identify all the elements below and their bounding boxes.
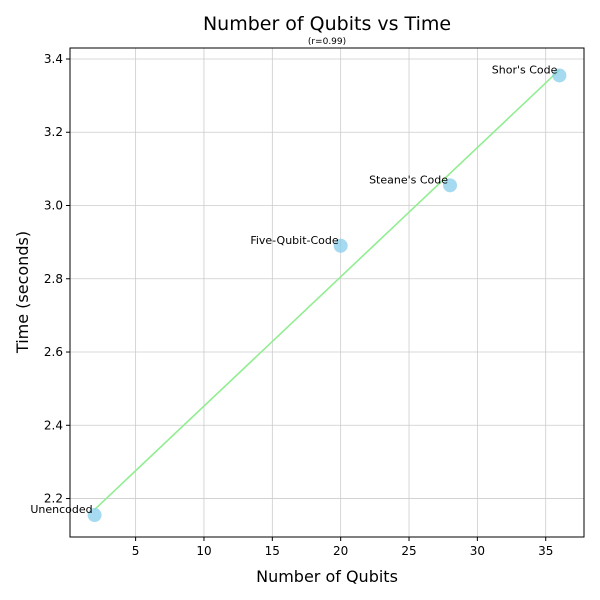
x-tick-label: 30: [470, 544, 485, 558]
data-points: [87, 68, 567, 523]
trendline: [94, 69, 560, 511]
point-labels: Unencoded Five-Qubit-Code Steane's Code Sho…: [30, 63, 557, 516]
x-axis-ticks: 5 10 15 20 25 30 35: [132, 537, 553, 558]
data-point-label: Shor's Code: [492, 63, 558, 76]
data-point: [333, 238, 348, 253]
chart-subtitle: (r=0.99): [308, 37, 346, 47]
data-point: [443, 178, 458, 193]
data-point-label: Five-Qubit-Code: [250, 234, 339, 247]
x-tick-label: 15: [265, 544, 280, 558]
trendline-group: [94, 69, 560, 511]
y-axis-label: Time (seconds): [13, 231, 32, 354]
x-tick-label: 25: [401, 544, 416, 558]
y-tick-label: 2.6: [44, 345, 63, 359]
y-axis-ticks: 2.2 2.4 2.6 2.8 3.0 3.2 3.4: [44, 52, 70, 506]
grid-lines: [70, 48, 584, 537]
plot-frame: [69, 47, 585, 538]
y-tick-label: 3.0: [44, 199, 63, 213]
x-tick-label: 20: [333, 544, 348, 558]
data-point: [552, 68, 567, 83]
y-tick-label: 3.2: [44, 125, 63, 139]
chart-title: Number of Qubits vs Time: [203, 13, 451, 35]
x-axis-label: Number of Qubits: [256, 567, 398, 586]
y-tick-label: 2.4: [44, 418, 63, 432]
data-point-label: Unencoded: [30, 503, 92, 516]
y-tick-label: 2.2: [44, 492, 63, 506]
x-tick-label: 35: [538, 544, 553, 558]
y-tick-label: 3.4: [44, 52, 63, 66]
y-tick-label: 2.8: [44, 272, 63, 286]
x-tick-label: 5: [132, 544, 140, 558]
data-point: [87, 508, 102, 523]
x-tick-label: 10: [196, 544, 211, 558]
data-point-label: Steane's Code: [369, 173, 448, 186]
